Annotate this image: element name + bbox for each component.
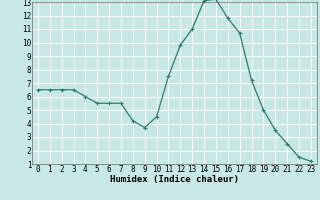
X-axis label: Humidex (Indice chaleur): Humidex (Indice chaleur) — [110, 175, 239, 184]
